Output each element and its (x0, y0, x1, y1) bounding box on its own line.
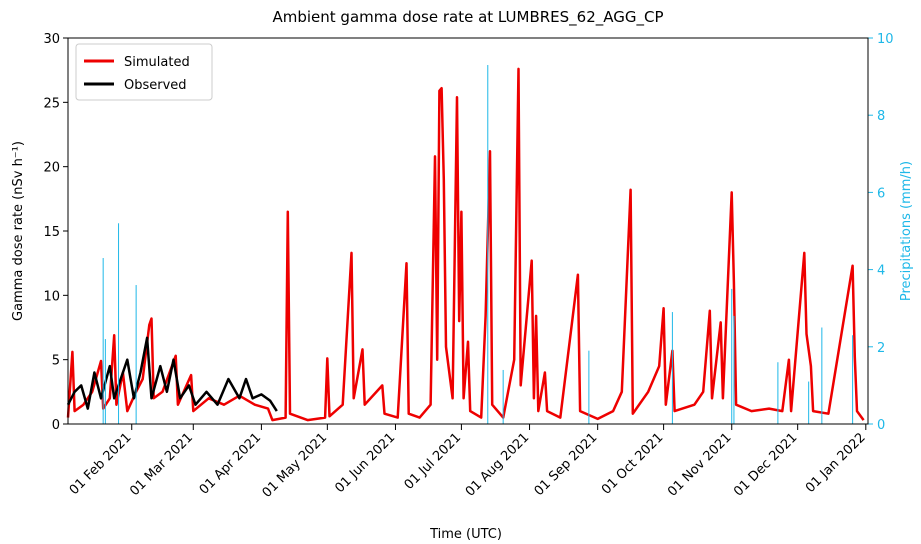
legend-label: Observed (124, 78, 187, 93)
precip-bar (731, 288, 733, 424)
y2-tick-label: 10 (877, 32, 894, 47)
x-tick-label: 01 Jan 2022 (803, 430, 869, 496)
y2-tick-label: 8 (877, 109, 885, 124)
legend-label: Simulated (124, 55, 190, 70)
precip-bar (102, 258, 104, 424)
y-tick-label: 30 (43, 32, 60, 47)
precip-bar (135, 285, 137, 424)
chart-title: Ambient gamma dose rate at LUMBRES_62_AG… (272, 8, 663, 27)
precip-bar (118, 223, 120, 424)
x-tick-label: 01 Jun 2021 (332, 430, 398, 496)
x-tick-label: 01 Mar 2021 (127, 430, 196, 499)
y2-tick-label: 4 (877, 264, 885, 279)
x-tick-label: 01 Feb 2021 (67, 430, 135, 498)
x-tick-label: 01 Nov 2021 (665, 430, 734, 499)
precip-bar (733, 315, 735, 424)
x-tick-label: 01 Apr 2021 (197, 430, 264, 497)
precip-bar (852, 335, 854, 424)
plot-frame (67, 37, 869, 425)
y-tick-label: 20 (43, 161, 60, 176)
x-tick-label: 01 Dec 2021 (731, 430, 800, 499)
x-tick-label: 01 Sep 2021 (532, 430, 601, 499)
line-series (66, 336, 278, 412)
y-tick-label: 15 (43, 225, 60, 240)
y-tick-label: 5 (52, 354, 60, 369)
y2-tick-label: 0 (877, 418, 885, 433)
x-axis-label: Time (UTC) (429, 527, 502, 542)
x-tick-label: 01 Jul 2021 (402, 430, 465, 493)
y-axis-label: Gamma dose rate (nSv h⁻¹) (11, 141, 26, 321)
legend-box (75, 43, 213, 101)
y2-tick-label: 6 (877, 186, 885, 201)
x-tick-label: 01 Aug 2021 (463, 430, 532, 499)
precip-bar (808, 381, 810, 424)
precip-bar (104, 339, 106, 424)
y-tick-label: 25 (43, 96, 60, 111)
line-series (66, 67, 865, 422)
precip-bar (588, 350, 590, 424)
precip-bar (777, 362, 779, 424)
x-tick-label: 01 Oct 2021 (599, 430, 666, 497)
precip-bar (671, 312, 673, 424)
precip-bar (502, 369, 504, 424)
y2-tick-label: 2 (877, 341, 885, 356)
x-tick-label: 01 May 2021 (260, 430, 331, 501)
precip-bar (487, 65, 489, 425)
y-tick-label: 10 (43, 289, 60, 304)
y-tick-label: 0 (52, 418, 60, 433)
precip-bar (821, 327, 823, 424)
y2-axis-label: Precipitations (mm/h) (899, 161, 914, 301)
